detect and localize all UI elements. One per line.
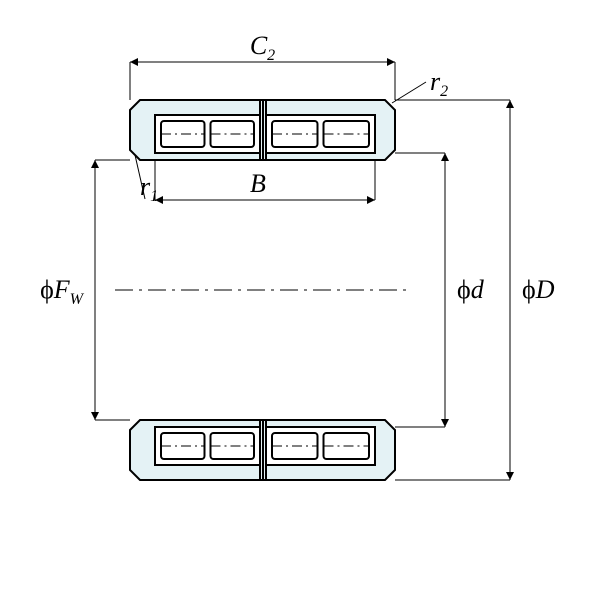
dim-label-phiD: ϕD (522, 275, 555, 304)
dim-label-B: B (250, 169, 266, 198)
dim-label-r2: r2 (430, 67, 448, 100)
dim-label-C2: C2 (250, 31, 275, 64)
dim-label-phiFw: ϕFW (40, 275, 85, 308)
dim-label-phid: ϕd (457, 275, 485, 304)
